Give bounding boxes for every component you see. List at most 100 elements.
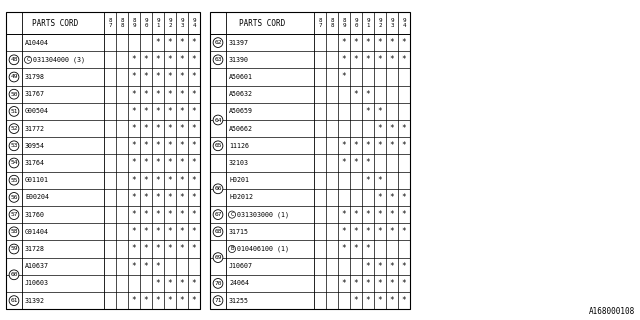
Text: *: * <box>365 107 371 116</box>
Text: 8
7: 8 7 <box>318 18 322 28</box>
Text: *: * <box>168 193 172 202</box>
Text: *: * <box>390 210 394 219</box>
Text: 031303000 (1): 031303000 (1) <box>237 211 289 218</box>
Text: *: * <box>132 158 136 167</box>
Text: 9
1: 9 1 <box>366 18 370 28</box>
Text: *: * <box>354 158 358 167</box>
Text: *: * <box>378 141 382 150</box>
Text: *: * <box>132 244 136 253</box>
Text: *: * <box>180 73 184 82</box>
Text: 50: 50 <box>10 92 18 97</box>
Text: *: * <box>378 296 382 305</box>
Text: *: * <box>180 227 184 236</box>
Text: H02012: H02012 <box>229 194 253 200</box>
Text: *: * <box>342 279 346 288</box>
Text: *: * <box>168 279 172 288</box>
Text: *: * <box>132 90 136 99</box>
Text: *: * <box>156 107 160 116</box>
Text: *: * <box>144 227 148 236</box>
Text: *: * <box>156 279 160 288</box>
Text: *: * <box>144 296 148 305</box>
Text: 30954: 30954 <box>25 143 45 149</box>
Text: *: * <box>144 210 148 219</box>
Text: *: * <box>132 73 136 82</box>
Text: *: * <box>342 244 346 253</box>
Text: 60: 60 <box>10 272 18 277</box>
Text: *: * <box>365 262 371 271</box>
Text: H0201: H0201 <box>229 177 249 183</box>
Text: *: * <box>132 55 136 64</box>
Text: A10404: A10404 <box>25 40 49 46</box>
Text: G00504: G00504 <box>25 108 49 114</box>
Text: *: * <box>132 210 136 219</box>
Text: B: B <box>230 246 234 252</box>
Text: *: * <box>354 38 358 47</box>
Text: 67: 67 <box>214 212 221 217</box>
Text: *: * <box>365 176 371 185</box>
Text: 31728: 31728 <box>25 246 45 252</box>
Text: 8
8: 8 8 <box>330 18 333 28</box>
Text: *: * <box>365 296 371 305</box>
Text: *: * <box>180 124 184 133</box>
Text: *: * <box>192 141 196 150</box>
Text: *: * <box>168 141 172 150</box>
Text: 70: 70 <box>214 281 221 286</box>
Text: G91404: G91404 <box>25 229 49 235</box>
Text: *: * <box>180 141 184 150</box>
Text: *: * <box>180 279 184 288</box>
Text: *: * <box>365 38 371 47</box>
Text: *: * <box>354 296 358 305</box>
Text: PARTS CORD: PARTS CORD <box>239 19 285 28</box>
Text: *: * <box>365 227 371 236</box>
Text: *: * <box>365 90 371 99</box>
Text: *: * <box>402 227 406 236</box>
Text: 31392: 31392 <box>25 298 45 304</box>
Text: *: * <box>365 55 371 64</box>
Text: *: * <box>390 227 394 236</box>
Text: *: * <box>354 210 358 219</box>
Text: 9
2: 9 2 <box>378 18 381 28</box>
Text: *: * <box>402 55 406 64</box>
Text: *: * <box>156 193 160 202</box>
Text: 11126: 11126 <box>229 143 249 149</box>
Text: *: * <box>354 141 358 150</box>
Text: *: * <box>180 158 184 167</box>
Text: *: * <box>378 55 382 64</box>
Text: PARTS CORD: PARTS CORD <box>32 19 78 28</box>
Text: *: * <box>168 107 172 116</box>
Text: *: * <box>132 107 136 116</box>
Text: 8
9: 8 9 <box>132 18 136 28</box>
Text: *: * <box>144 158 148 167</box>
Text: C: C <box>26 57 29 62</box>
Text: *: * <box>390 279 394 288</box>
Text: 71: 71 <box>214 298 221 303</box>
Text: *: * <box>156 227 160 236</box>
Text: 9
4: 9 4 <box>403 18 406 28</box>
Text: *: * <box>192 296 196 305</box>
Text: 9
1: 9 1 <box>156 18 160 28</box>
Text: A50601: A50601 <box>229 74 253 80</box>
Text: *: * <box>168 210 172 219</box>
Text: *: * <box>378 279 382 288</box>
Text: *: * <box>390 193 394 202</box>
Text: *: * <box>365 279 371 288</box>
Text: 24064: 24064 <box>229 280 249 286</box>
Text: *: * <box>156 124 160 133</box>
Text: *: * <box>144 124 148 133</box>
Text: *: * <box>390 55 394 64</box>
Text: *: * <box>156 90 160 99</box>
Text: *: * <box>390 296 394 305</box>
Text: J10603: J10603 <box>25 280 49 286</box>
Text: *: * <box>402 141 406 150</box>
Text: *: * <box>390 141 394 150</box>
Text: A10637: A10637 <box>25 263 49 269</box>
Text: 031304000 (3): 031304000 (3) <box>33 57 85 63</box>
Text: 58: 58 <box>10 229 18 234</box>
Text: J10607: J10607 <box>229 263 253 269</box>
Text: *: * <box>354 90 358 99</box>
Text: *: * <box>192 90 196 99</box>
Text: *: * <box>144 262 148 271</box>
Text: *: * <box>144 55 148 64</box>
Text: *: * <box>390 262 394 271</box>
Text: *: * <box>354 244 358 253</box>
